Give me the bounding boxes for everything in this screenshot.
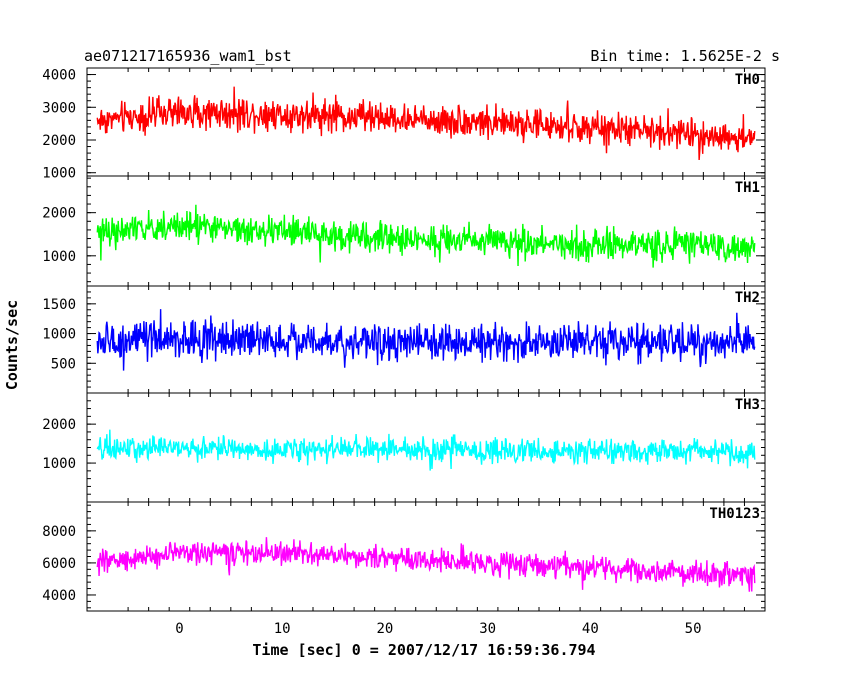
panel-label-th3: TH3 [735,397,760,413]
y-axis-label: Counts/sec [3,300,21,390]
y-tick-label: 1000 [42,166,76,182]
y-tick-label: 2000 [42,206,76,222]
y-tick-label: 4000 [42,588,76,604]
y-tick-label: 1000 [42,249,76,265]
series-line-th0123 [96,537,756,592]
x-tick-label: 30 [479,621,496,637]
chart-title: ae071217165936_wam1_bst [84,47,292,65]
series-line-th2 [96,309,756,371]
panel-label-th1: TH1 [735,180,760,196]
x-tick-label: 10 [274,621,291,637]
y-tick-label: 2000 [42,133,76,149]
y-tick-label: 2000 [42,417,76,433]
panel-label-th0123: TH0123 [709,506,760,522]
chart-subtitle: Bin time: 1.5625E-2 s [590,47,780,65]
series-line-th1 [96,204,756,268]
y-tick-label: 1500 [42,297,76,313]
x-axis-label: Time [sec] 0 = 2007/12/17 16:59:36.794 [252,641,595,659]
panel-label-th0: TH0 [735,72,760,88]
y-tick-label: 6000 [42,556,76,572]
series-line-th0 [96,86,756,160]
y-tick-label: 8000 [42,524,76,540]
y-tick-label: 1000 [42,327,76,343]
y-tick-label: 4000 [42,68,76,84]
x-tick-label: 0 [175,621,183,637]
x-tick-label: 50 [685,621,702,637]
panel-label-th2: TH2 [735,290,760,306]
series-line-th3 [96,429,756,471]
y-tick-label: 500 [51,356,76,372]
x-tick-label: 40 [582,621,599,637]
y-tick-label: 1000 [42,456,76,472]
x-tick-label: 20 [376,621,393,637]
y-tick-label: 3000 [42,100,76,116]
